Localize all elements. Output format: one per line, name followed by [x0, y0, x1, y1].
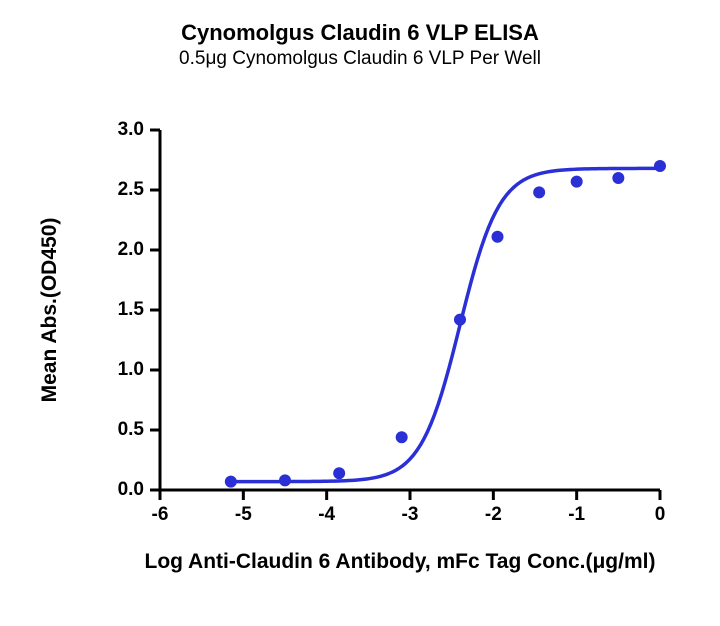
- y-tick-label: 1.5: [118, 299, 145, 320]
- data-point: [280, 475, 291, 486]
- x-tick-label: -5: [235, 504, 252, 525]
- plot-svg: 0.0 0.5 1.0 1.5 2.0 2.5 3.0 -6 -5 -4 -3 -2 -1 0: [90, 110, 680, 550]
- data-point: [334, 468, 345, 479]
- data-point: [655, 161, 666, 172]
- x-tick-label: -1: [568, 504, 585, 525]
- chart-title: Cynomolgus Claudin 6 VLP ELISA: [0, 20, 720, 46]
- x-tick-label: 0: [655, 504, 666, 525]
- y-axis-label: Mean Abs.(OD450): [38, 210, 62, 410]
- data-point: [571, 176, 582, 187]
- x-axis-label: Log Anti-Claudin 6 Antibody, mFc Tag Con…: [100, 550, 700, 574]
- title-block: Cynomolgus Claudin 6 VLP ELISA 0.5μg Cyn…: [0, 20, 720, 70]
- x-tick-label: -2: [485, 504, 502, 525]
- x-tick-label: -4: [318, 504, 335, 525]
- data-point: [492, 231, 503, 242]
- y-tick-label: 2.0: [118, 239, 144, 260]
- data-point: [534, 187, 545, 198]
- x-tick-label: -6: [152, 504, 169, 525]
- chart-subtitle: 0.5μg Cynomolgus Claudin 6 VLP Per Well: [0, 48, 720, 70]
- y-tick-label: 0.0: [118, 479, 144, 500]
- y-tick-label: 0.5: [118, 419, 145, 440]
- data-point: [225, 476, 236, 487]
- chart-container: Cynomolgus Claudin 6 VLP ELISA 0.5μg Cyn…: [0, 0, 720, 626]
- y-tick-label: 1.0: [118, 359, 144, 380]
- x-tick-label: -3: [402, 504, 419, 525]
- y-tick-label: 3.0: [118, 119, 144, 140]
- fit-curve: [231, 168, 660, 481]
- data-point: [455, 314, 466, 325]
- y-tick-label: 2.5: [118, 179, 145, 200]
- data-point: [396, 432, 407, 443]
- data-point: [613, 173, 624, 184]
